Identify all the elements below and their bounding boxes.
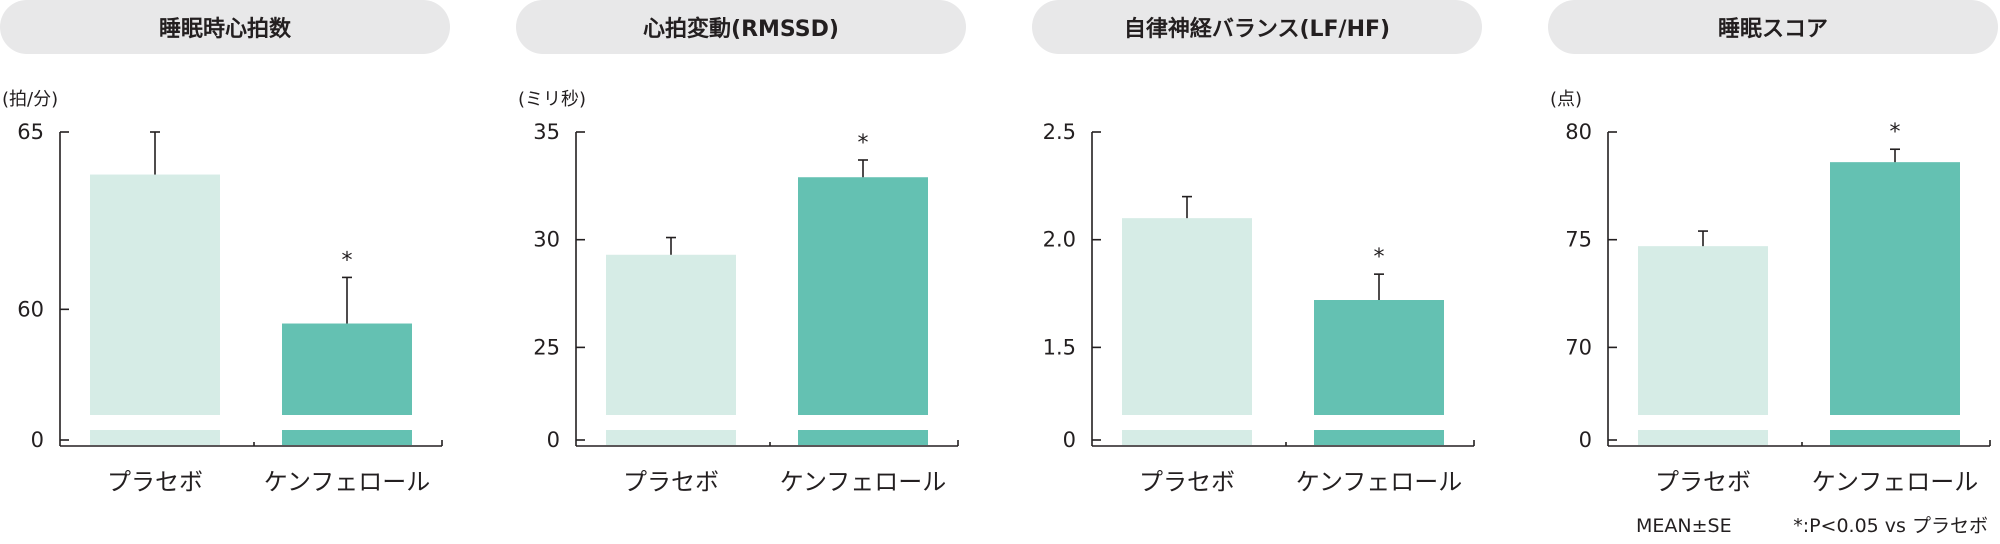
y-tick-label: 2.0: [1043, 228, 1076, 252]
significance-star: *: [1374, 245, 1385, 270]
y-unit-label: (拍/分): [2, 89, 58, 110]
y-tick-label-zero: 0: [1063, 428, 1076, 452]
significance-star: *: [342, 248, 353, 273]
bar-placebo: [1122, 218, 1252, 415]
panel-title-pill: [1548, 0, 1998, 54]
bar-placebo: [606, 254, 736, 415]
bar-stub-placebo: [90, 430, 220, 445]
significance-star: *: [1890, 120, 1901, 145]
x-category-label: プラセボ: [1139, 468, 1235, 496]
y-tick-label-zero: 0: [547, 428, 560, 452]
bar-stub-kenferol: [282, 430, 412, 445]
x-category-label: ケンフェロール: [780, 468, 947, 496]
panel-title: 睡眠時心拍数: [159, 16, 292, 42]
panel-title: 睡眠スコア: [1718, 17, 1828, 42]
panel-title-pill: [516, 0, 966, 54]
y-unit-label: (ミリ秒): [518, 89, 586, 110]
y-unit-label: (点): [1550, 89, 1582, 110]
y-tick-label: 30: [533, 228, 560, 252]
bar-stub-kenferol: [1830, 430, 1960, 445]
panel-title: 自律神経バランス(LF/HF): [1124, 16, 1390, 42]
bar-stub-placebo: [1638, 430, 1768, 445]
y-tick-label: 65: [17, 120, 44, 144]
y-tick-label: 2.5: [1043, 120, 1076, 144]
panel-title: 心拍変動(RMSSD): [643, 16, 839, 42]
bar-kenferol: [798, 177, 928, 415]
panel-title-pill: [0, 0, 450, 54]
y-tick-label: 25: [533, 335, 560, 359]
bar-stub-kenferol: [1314, 430, 1444, 445]
bar-stub-kenferol: [798, 430, 928, 445]
panel-title-pill: [1032, 0, 1482, 54]
footnote-significance: *:P<0.05 vs プラセボ: [1793, 515, 1988, 537]
footnote-mean-se: MEAN±SE: [1636, 515, 1732, 537]
bar-placebo: [1638, 246, 1768, 415]
bar-placebo: [90, 174, 220, 415]
x-category-label: プラセボ: [623, 468, 719, 496]
x-category-label: プラセボ: [107, 468, 203, 496]
x-category-label: ケンフェロール: [1296, 468, 1463, 496]
y-tick-label-zero: 0: [31, 428, 44, 452]
bar-kenferol: [1830, 162, 1960, 415]
y-tick-label: 80: [1565, 120, 1592, 144]
significance-star: *: [858, 131, 869, 156]
x-category-label: ケンフェロール: [1812, 468, 1979, 496]
bar-kenferol: [282, 323, 412, 415]
y-tick-label-zero: 0: [1579, 428, 1592, 452]
y-tick-label: 1.5: [1043, 335, 1076, 359]
bar-stub-placebo: [606, 430, 736, 445]
y-tick-label: 75: [1565, 228, 1592, 252]
x-category-label: プラセボ: [1655, 468, 1751, 496]
bar-kenferol: [1314, 300, 1444, 415]
bar-stub-placebo: [1122, 430, 1252, 445]
x-category-label: ケンフェロール: [264, 468, 431, 496]
y-tick-label: 35: [533, 120, 560, 144]
y-tick-label: 60: [17, 297, 44, 321]
y-tick-label: 70: [1565, 335, 1592, 359]
